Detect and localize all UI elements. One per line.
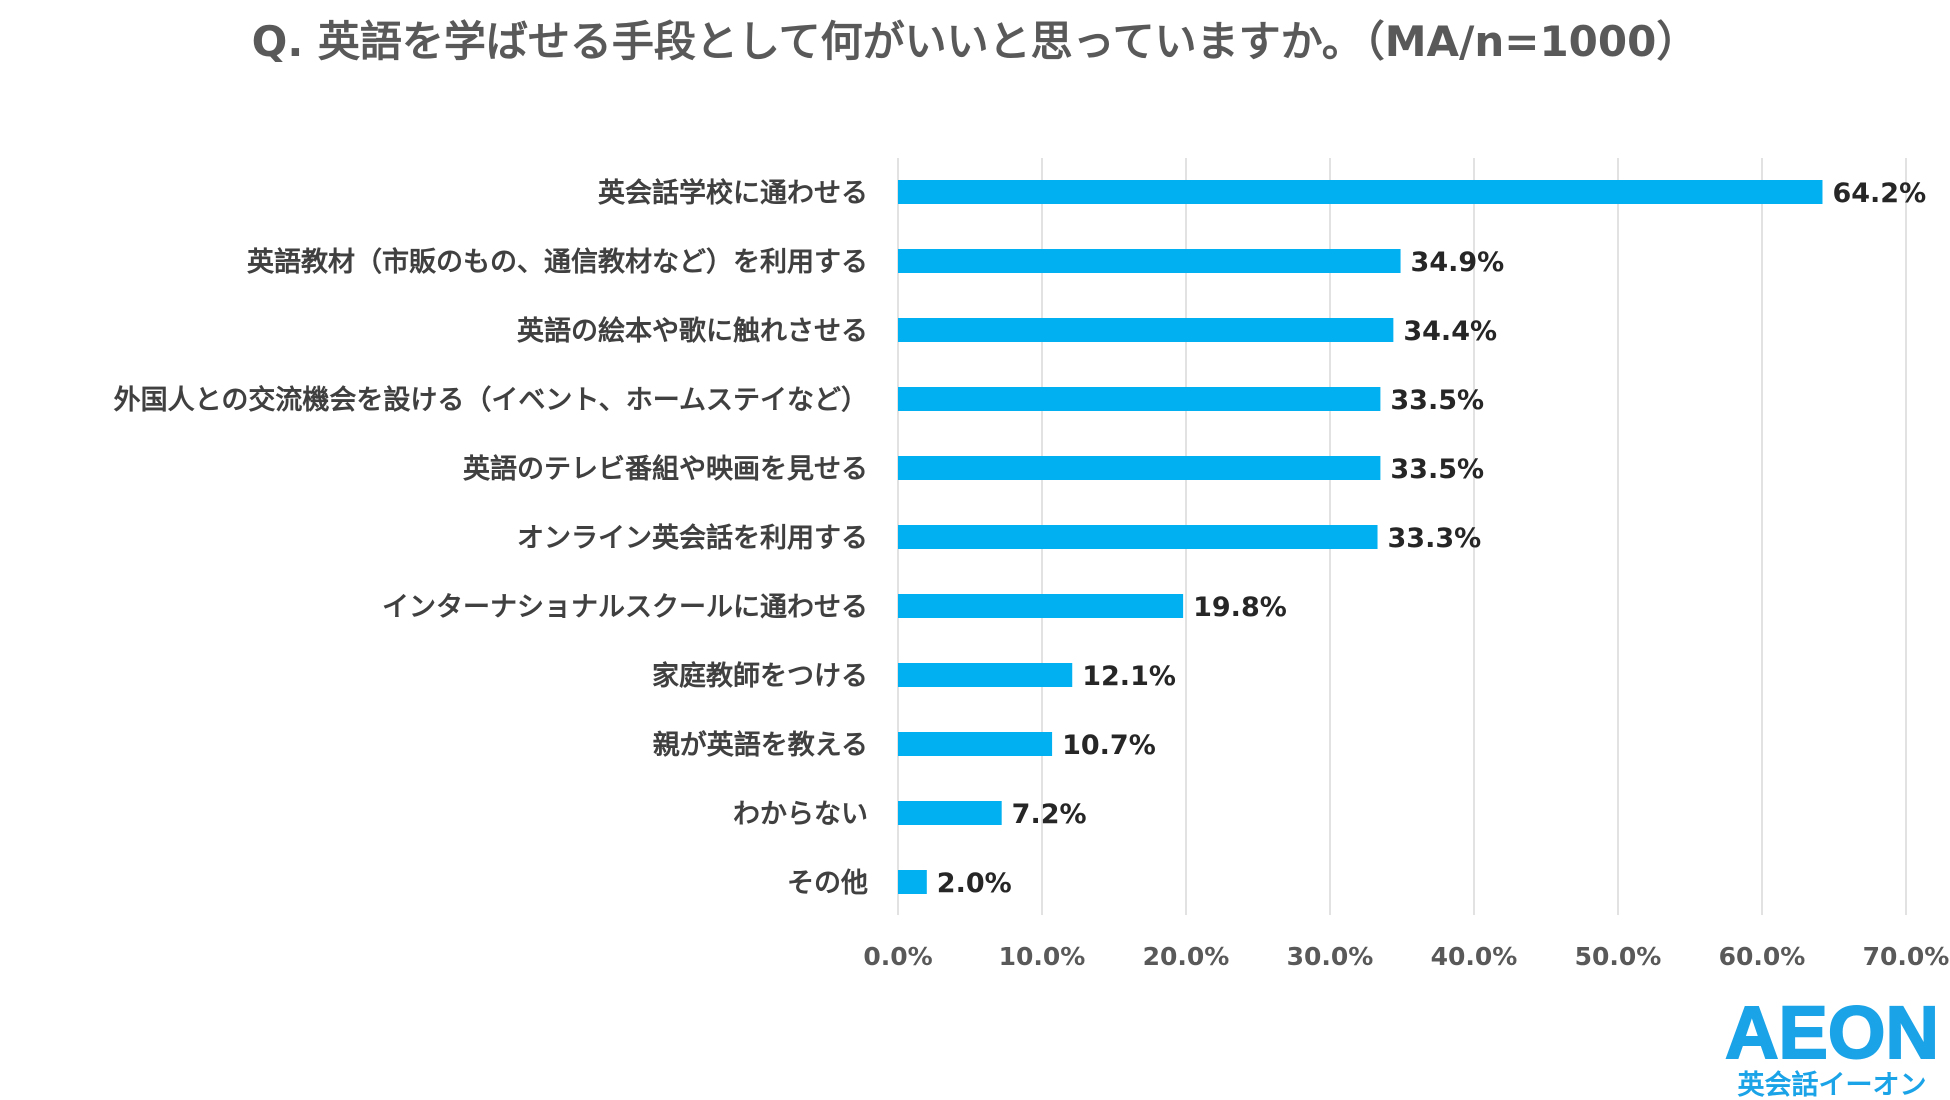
category-label: 英語教材（市販のもの、通信教材など）を利用する	[247, 246, 868, 278]
bar	[898, 525, 1378, 549]
category-label: 外国人との交流機会を設ける（イベント、ホームステイなど）	[114, 384, 868, 416]
value-label: 34.9%	[1411, 247, 1505, 278]
x-tick-label: 50.0%	[1575, 942, 1662, 971]
value-label: 34.4%	[1403, 316, 1497, 347]
category-label: 親が英語を教える	[653, 729, 868, 761]
x-tick-label: 70.0%	[1863, 942, 1950, 971]
value-label: 64.2%	[1832, 178, 1926, 209]
category-labels: 英会話学校に通わせる英語教材（市販のもの、通信教材など）を利用する英語の絵本や歌…	[114, 177, 868, 899]
bar	[898, 594, 1184, 618]
x-tick-label: 60.0%	[1719, 942, 1806, 971]
brand-logo-text: AEON	[1725, 991, 1939, 1074]
bar	[898, 663, 1073, 687]
category-label: 英会話学校に通わせる	[598, 177, 868, 209]
bar	[898, 249, 1401, 273]
x-tick-label: 30.0%	[1287, 942, 1374, 971]
brand-logo: AEON 英会話イーオン	[1724, 990, 1940, 1100]
value-labels: 64.2% 34.9% 34.4% 33.5% 33.5% 33.3% 19.8% 12.1%…	[937, 178, 1926, 899]
category-label: その他	[787, 868, 868, 899]
bar	[898, 870, 927, 894]
x-tick-label: 10.0%	[999, 942, 1086, 971]
x-axis-ticks: 0.0% 10.0% 20.0% 30.0% 40.0% 50.0% 60.0% 70.0%	[863, 942, 1949, 971]
bar	[898, 456, 1381, 480]
x-tick-label: 20.0%	[1143, 942, 1230, 971]
category-label: 英語のテレビ番組や映画を見せる	[463, 453, 868, 485]
x-tick-label: 40.0%	[1431, 942, 1518, 971]
category-label: 英語の絵本や歌に触れさせる	[517, 315, 868, 347]
chart-title: Q. 英語を学ばせる手段として何がいいと思っていますか。（MA/n=1000）	[252, 17, 1699, 66]
value-label: 12.1%	[1082, 661, 1176, 692]
value-label: 33.5%	[1390, 385, 1484, 416]
category-label: わからない	[733, 799, 868, 830]
value-label: 33.3%	[1388, 523, 1482, 554]
bars	[898, 180, 1823, 894]
category-label: オンライン英会話を利用する	[517, 522, 868, 554]
value-label: 7.2%	[1012, 799, 1087, 830]
value-label: 10.7%	[1062, 730, 1156, 761]
value-label: 2.0%	[937, 868, 1012, 899]
bar	[898, 180, 1823, 204]
bar	[898, 318, 1394, 342]
category-label: インターナショナルスクールに通わせる	[382, 592, 868, 623]
category-label: 家庭教師をつける	[652, 660, 868, 692]
bar	[898, 387, 1381, 411]
brand-subtitle: 英会話イーオン	[1738, 1069, 1927, 1100]
value-label: 19.8%	[1193, 592, 1287, 623]
value-label: 33.5%	[1390, 454, 1484, 485]
bar	[898, 732, 1053, 756]
bar	[898, 801, 1002, 825]
x-tick-label: 0.0%	[863, 942, 932, 971]
